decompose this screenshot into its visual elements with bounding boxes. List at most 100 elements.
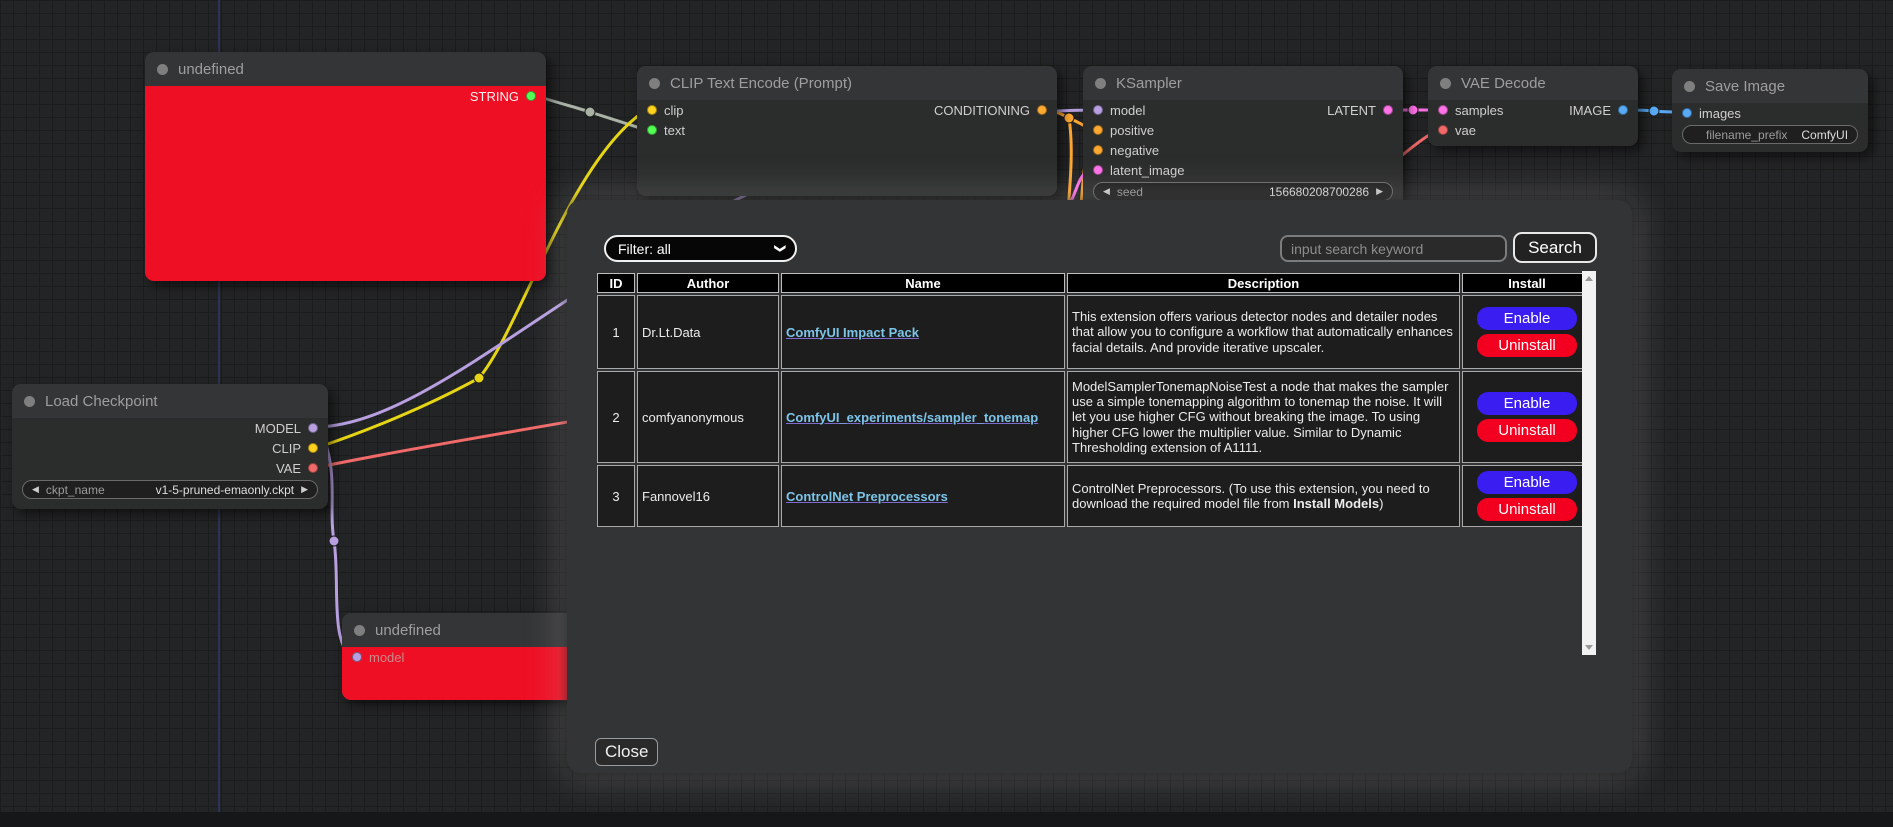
filter-select-value: Filter: all <box>618 240 671 257</box>
node-title-label: VAE Decode <box>1461 74 1546 92</box>
input-label: latent_image <box>1110 162 1185 178</box>
node-title-label: CLIP Text Encode (Prompt) <box>670 74 853 92</box>
cell-install: Enable Uninstall <box>1462 371 1592 463</box>
widget-value: ComfyUI <box>1801 127 1849 142</box>
filter-select[interactable]: Filter: all ❯ <box>604 235 797 262</box>
output-slot-vae[interactable] <box>308 463 318 473</box>
stepper-right-icon[interactable]: ▶ <box>301 484 308 494</box>
extension-link[interactable]: ComfyUI Impact Pack <box>786 324 919 340</box>
cell-install: Enable Uninstall <box>1462 465 1592 527</box>
output-label: CONDITIONING <box>933 102 1030 118</box>
output-slot-conditioning[interactable] <box>1037 105 1047 115</box>
cell-description: ControlNet Preprocessors. (To use this e… <box>1067 465 1460 527</box>
cell-description: This extension offers various detector n… <box>1067 295 1460 369</box>
output-label: LATENT <box>1327 102 1376 118</box>
collapse-toggle-icon[interactable] <box>1440 77 1451 89</box>
column-header-install: Install <box>1462 273 1592 293</box>
reroute-dot-clip <box>473 372 485 384</box>
node-save-image[interactable]: Save Image images filename_prefix ComfyU… <box>1672 69 1868 152</box>
collapse-toggle-icon[interactable] <box>649 77 660 89</box>
collapse-toggle-icon[interactable] <box>1684 80 1695 92</box>
node-title-label: Load Checkpoint <box>45 392 158 410</box>
collapse-toggle-icon[interactable] <box>1095 77 1106 89</box>
reroute-dot-conditioning <box>1063 112 1075 124</box>
cell-author: comfyanonymous <box>637 371 779 463</box>
input-slot-vae[interactable] <box>1438 125 1448 135</box>
widget-value: v1-5-pruned-emaonly.ckpt <box>155 482 295 497</box>
wire-string-to-text <box>535 94 648 132</box>
table-scrollbar[interactable] <box>1582 271 1596 655</box>
stepper-right-icon[interactable]: ▶ <box>1376 186 1383 196</box>
output-slot-image[interactable] <box>1618 105 1628 115</box>
node-vae-decode[interactable]: VAE Decode samples vae IMAGE <box>1428 66 1638 146</box>
stepper-left-icon[interactable]: ◀ <box>32 484 39 494</box>
cell-author: Fannovel16 <box>637 465 779 527</box>
node-clip-text-encode[interactable]: CLIP Text Encode (Prompt) clip text COND… <box>637 66 1057 196</box>
input-label: samples <box>1455 102 1504 118</box>
output-label: MODEL <box>254 420 301 436</box>
cell-name: ComfyUI_experiments/sampler_tonemap <box>781 371 1065 463</box>
cell-author: Dr.Lt.Data <box>637 295 779 369</box>
node-load-checkpoint[interactable]: Load Checkpoint MODEL CLIP VAE ◀ ckpt_na… <box>12 384 328 509</box>
input-slot-text[interactable] <box>647 125 657 135</box>
table-row: 3 Fannovel16 ControlNet Preprocessors Contr… <box>597 465 1592 527</box>
close-button[interactable]: Close <box>595 738 659 766</box>
input-label: text <box>664 122 685 138</box>
input-slot-samples[interactable] <box>1438 105 1448 115</box>
cell-id: 3 <box>597 465 635 527</box>
filename-prefix-widget[interactable]: filename_prefix ComfyUI <box>1682 125 1858 144</box>
search-input[interactable] <box>1280 235 1507 262</box>
input-slot-model[interactable] <box>1093 105 1103 115</box>
output-slot-model[interactable] <box>308 423 318 433</box>
input-label: model <box>1110 102 1146 118</box>
collapse-toggle-icon[interactable] <box>157 63 168 75</box>
output-label: STRING <box>469 88 519 104</box>
reroute-dot-string <box>584 106 596 118</box>
extension-link[interactable]: ControlNet Preprocessors <box>786 488 948 504</box>
uninstall-button[interactable]: Uninstall <box>1477 498 1577 521</box>
node-title-label: undefined <box>375 621 441 639</box>
column-header-id: ID <box>597 273 635 293</box>
table-row: 1 Dr.Lt.Data ComfyUI Impact Pack This exten… <box>597 295 1592 369</box>
seed-widget[interactable]: ◀ seed 156680208700286 ▶ <box>1093 182 1393 201</box>
input-label: model <box>369 649 405 665</box>
collapse-toggle-icon[interactable] <box>354 624 365 636</box>
enable-button[interactable]: Enable <box>1477 471 1577 494</box>
cell-name: ComfyUI Impact Pack <box>781 295 1065 369</box>
scroll-down-icon[interactable] <box>1585 645 1593 650</box>
input-slot-negative[interactable] <box>1093 145 1103 155</box>
uninstall-button[interactable]: Uninstall <box>1477 419 1577 442</box>
wire-conditioning-down <box>1066 116 1073 212</box>
node-undefined-bottom[interactable]: undefined model <box>342 613 572 700</box>
node-ksampler[interactable]: KSampler model positive negative latent_… <box>1083 66 1403 203</box>
input-slot-images[interactable] <box>1682 108 1692 118</box>
search-button[interactable]: Search <box>1513 232 1597 263</box>
output-slot-clip[interactable] <box>308 443 318 453</box>
stepper-left-icon[interactable]: ◀ <box>1103 186 1110 196</box>
scroll-up-icon[interactable] <box>1585 276 1593 281</box>
node-title-label: undefined <box>178 60 244 78</box>
ckpt-name-widget[interactable]: ◀ ckpt_name v1-5-pruned-emaonly.ckpt ▶ <box>22 480 318 499</box>
extension-link[interactable]: ComfyUI_experiments/sampler_tonemap <box>786 409 1039 425</box>
input-slot-positive[interactable] <box>1093 125 1103 135</box>
table-row: 2 comfyanonymous ComfyUI_experiments/sampl… <box>597 371 1592 463</box>
column-header-description: Description <box>1067 273 1460 293</box>
output-slot-string[interactable] <box>526 91 536 101</box>
node-undefined-top[interactable]: undefined STRING <box>145 52 546 281</box>
widget-name: seed <box>1116 184 1143 199</box>
output-label: CLIP <box>272 440 301 456</box>
enable-button[interactable]: Enable <box>1477 307 1577 330</box>
input-label: negative <box>1110 142 1160 158</box>
extension-manager-dialog: Filter: all ❯ Search ID Author Name Desc… <box>567 200 1632 773</box>
input-slot-model[interactable] <box>352 652 362 662</box>
collapse-toggle-icon[interactable] <box>24 395 35 407</box>
uninstall-button[interactable]: Uninstall <box>1477 334 1577 357</box>
widget-value: 156680208700286 <box>1268 184 1370 199</box>
output-slot-latent[interactable] <box>1383 105 1393 115</box>
enable-button[interactable]: Enable <box>1477 392 1577 415</box>
input-slot-latent-image[interactable] <box>1093 165 1103 175</box>
cell-install: Enable Uninstall <box>1462 295 1592 369</box>
extension-table: ID Author Name Description Install 1 Dr.L… <box>595 271 1594 529</box>
input-label: vae <box>1455 122 1476 138</box>
